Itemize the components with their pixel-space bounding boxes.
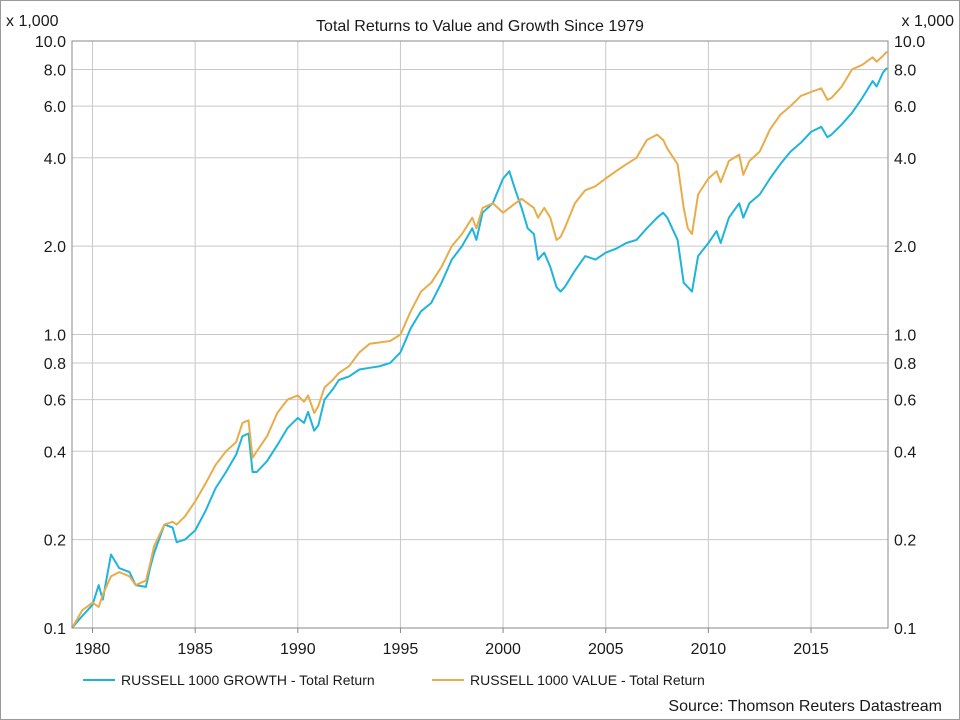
y-axis-left: 10.0 8.0 6.0 4.0 2.0 1.0 0.8 0.6 0.4 0.2 0.1	[35, 34, 66, 638]
x-axis: 1980 1985 1990 1995 2000 2005 2010 2015	[75, 628, 829, 658]
x-tick-label: 2010	[691, 641, 727, 658]
chart-title: Total Returns to Value and Growth Since …	[316, 18, 644, 35]
y-tick-label-left: 0.2	[44, 533, 66, 550]
grid-lines	[72, 40, 888, 629]
y-tick-label-left: 1.0	[44, 328, 66, 345]
y-unit-left: x 1,000	[6, 13, 59, 30]
legend: RUSSELL 1000 GROWTH - Total Return RUSSE…	[83, 672, 705, 688]
y-tick-label-left: 2.0	[44, 239, 66, 256]
y-tick-label-left: 0.6	[44, 393, 66, 410]
source-note: Source: Thomson Reuters Datastream	[668, 698, 942, 715]
y-tick-label-left: 8.0	[44, 62, 66, 79]
y-tick-label-right: 0.2	[894, 533, 916, 550]
series-line-0	[71, 67, 888, 629]
series-line-1	[71, 50, 888, 629]
y-tick-label-left: 0.1	[44, 621, 66, 638]
y-tick-label-left: 4.0	[44, 151, 66, 168]
x-tick-label: 2015	[793, 641, 829, 658]
x-tick-label: 2005	[588, 641, 624, 658]
y-tick-label-right: 0.8	[894, 356, 916, 373]
y-tick-label-left: 0.8	[44, 356, 66, 373]
y-tick-label-right: 0.1	[894, 621, 916, 638]
y-tick-label-right: 10.0	[894, 34, 925, 51]
plot-border	[71, 40, 889, 629]
legend-label-value: RUSSELL 1000 VALUE - Total Return	[470, 672, 705, 688]
series-lines	[71, 50, 888, 629]
x-tick-label: 1995	[383, 641, 419, 658]
y-tick-label-left: 6.0	[44, 99, 66, 116]
y-tick-label-right: 0.6	[894, 393, 916, 410]
x-tick-label: 2000	[485, 641, 521, 658]
y-tick-label-left: 0.4	[44, 444, 66, 461]
x-tick-label: 1985	[177, 641, 213, 658]
y-tick-label-left: 10.0	[35, 34, 66, 51]
y-unit-right: x 1,000	[902, 13, 955, 30]
y-tick-label-right: 4.0	[894, 151, 916, 168]
y-tick-label-right: 0.4	[894, 444, 916, 461]
y-tick-label-right: 1.0	[894, 328, 916, 345]
legend-label-growth: RUSSELL 1000 GROWTH - Total Return	[121, 672, 375, 688]
y-axis-right: 10.0 8.0 6.0 4.0 2.0 1.0 0.8 0.6 0.4 0.2 0.1	[894, 34, 925, 638]
y-tick-label-right: 2.0	[894, 239, 916, 256]
y-tick-label-right: 6.0	[894, 99, 916, 116]
y-tick-label-right: 8.0	[894, 62, 916, 79]
x-tick-label: 1980	[75, 641, 111, 658]
x-tick-label: 1990	[280, 641, 316, 658]
